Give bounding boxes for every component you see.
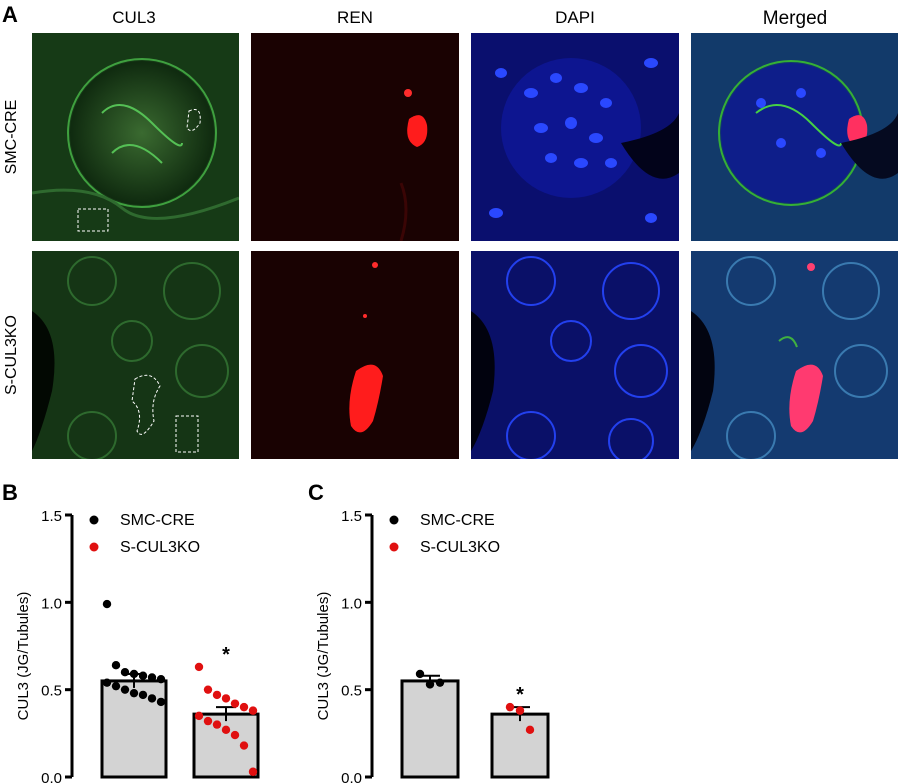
data-point xyxy=(138,690,148,700)
micrograph-s-cul3ko-dapi xyxy=(471,251,679,459)
panel-c-label: C xyxy=(308,480,324,505)
data-point xyxy=(111,681,121,691)
y-tick-label: 1.5 xyxy=(341,508,362,525)
data-point xyxy=(221,725,231,735)
data-point xyxy=(230,699,240,708)
data-point xyxy=(147,673,157,682)
data-point xyxy=(221,694,231,703)
legend-label: S-CUL3KO xyxy=(120,539,200,556)
data-point xyxy=(515,706,525,715)
legend-marker xyxy=(89,515,99,525)
y-axis-label: CUL3 (JG/Tubules) xyxy=(15,592,32,721)
data-point xyxy=(102,678,112,687)
column-title-merged: Merged xyxy=(762,8,828,29)
legend-marker xyxy=(89,542,99,552)
micrograph-s-cul3ko-merged xyxy=(691,251,898,459)
column-title-cul3: CUL3 xyxy=(112,8,156,27)
data-point xyxy=(129,688,139,698)
micrograph-smc-cre-merged xyxy=(691,33,898,241)
significance-marker: * xyxy=(222,644,230,666)
micrograph-smc-cre-ren xyxy=(251,33,459,241)
row-title-smc-cre: SMC-CRE xyxy=(3,99,20,175)
significance-marker: * xyxy=(516,684,524,706)
legend-marker xyxy=(389,542,399,552)
data-point xyxy=(203,685,213,694)
data-point xyxy=(111,661,121,670)
data-point xyxy=(230,730,240,740)
data-point xyxy=(194,662,204,672)
y-tick-label: 0.5 xyxy=(41,683,62,700)
y-tick-label: 1.0 xyxy=(341,595,362,612)
legend-label: S-CUL3KO xyxy=(420,539,500,556)
data-point xyxy=(156,674,166,684)
data-point xyxy=(120,668,130,677)
data-point xyxy=(102,599,112,609)
data-point xyxy=(194,711,204,721)
data-point xyxy=(415,669,425,679)
column-title-ren: REN xyxy=(337,8,373,27)
bar-s-cul3ko xyxy=(192,712,260,779)
data-point xyxy=(505,702,515,712)
column-title-dapi: DAPI xyxy=(555,8,595,27)
data-point xyxy=(147,694,157,703)
data-point xyxy=(239,741,249,750)
data-point xyxy=(138,671,148,680)
legend-label: SMC-CRE xyxy=(420,512,495,529)
data-point xyxy=(120,685,130,694)
y-tick-label: 0.0 xyxy=(341,770,362,783)
y-tick-label: 1.5 xyxy=(41,508,62,525)
data-point xyxy=(435,678,445,687)
data-point xyxy=(203,716,213,726)
data-point xyxy=(212,690,222,700)
legend-marker xyxy=(389,515,399,525)
legend-label: SMC-CRE xyxy=(120,512,195,529)
bar-s-cul3ko xyxy=(490,712,550,779)
y-tick-label: 0.0 xyxy=(41,770,62,783)
data-point xyxy=(425,680,435,689)
data-point xyxy=(248,767,258,776)
chart-b: CUL3 (JG/Tubules) 0.0 0.5 1.0 1.5 * SMC-CRE S-C… xyxy=(15,508,260,783)
chart-c: CUL3 (JG/Tubules) 0.0 0.5 1.0 1.5 * SMC-CRE S-C… xyxy=(315,508,550,783)
panel-b-label: B xyxy=(2,480,18,505)
y-tick-label: 0.5 xyxy=(341,683,362,700)
data-point xyxy=(156,697,166,707)
y-axis-label: CUL3 (JG/Tubules) xyxy=(315,592,332,721)
data-point xyxy=(248,706,258,715)
data-point xyxy=(212,720,222,729)
data-point xyxy=(129,669,139,679)
data-point xyxy=(525,725,535,735)
micrograph-s-cul3ko-ren xyxy=(251,251,459,459)
micrograph-smc-cre-dapi xyxy=(471,33,679,241)
micrograph-s-cul3ko-cul3 xyxy=(32,251,239,459)
row-title-s-cul3ko: S-CUL3KO xyxy=(3,314,20,396)
panel-a-label: A xyxy=(2,2,18,27)
bar-smc-cre xyxy=(400,679,460,779)
data-point xyxy=(239,702,249,712)
y-tick-label: 1.0 xyxy=(41,595,62,612)
micrograph-smc-cre-cul3 xyxy=(32,33,239,241)
